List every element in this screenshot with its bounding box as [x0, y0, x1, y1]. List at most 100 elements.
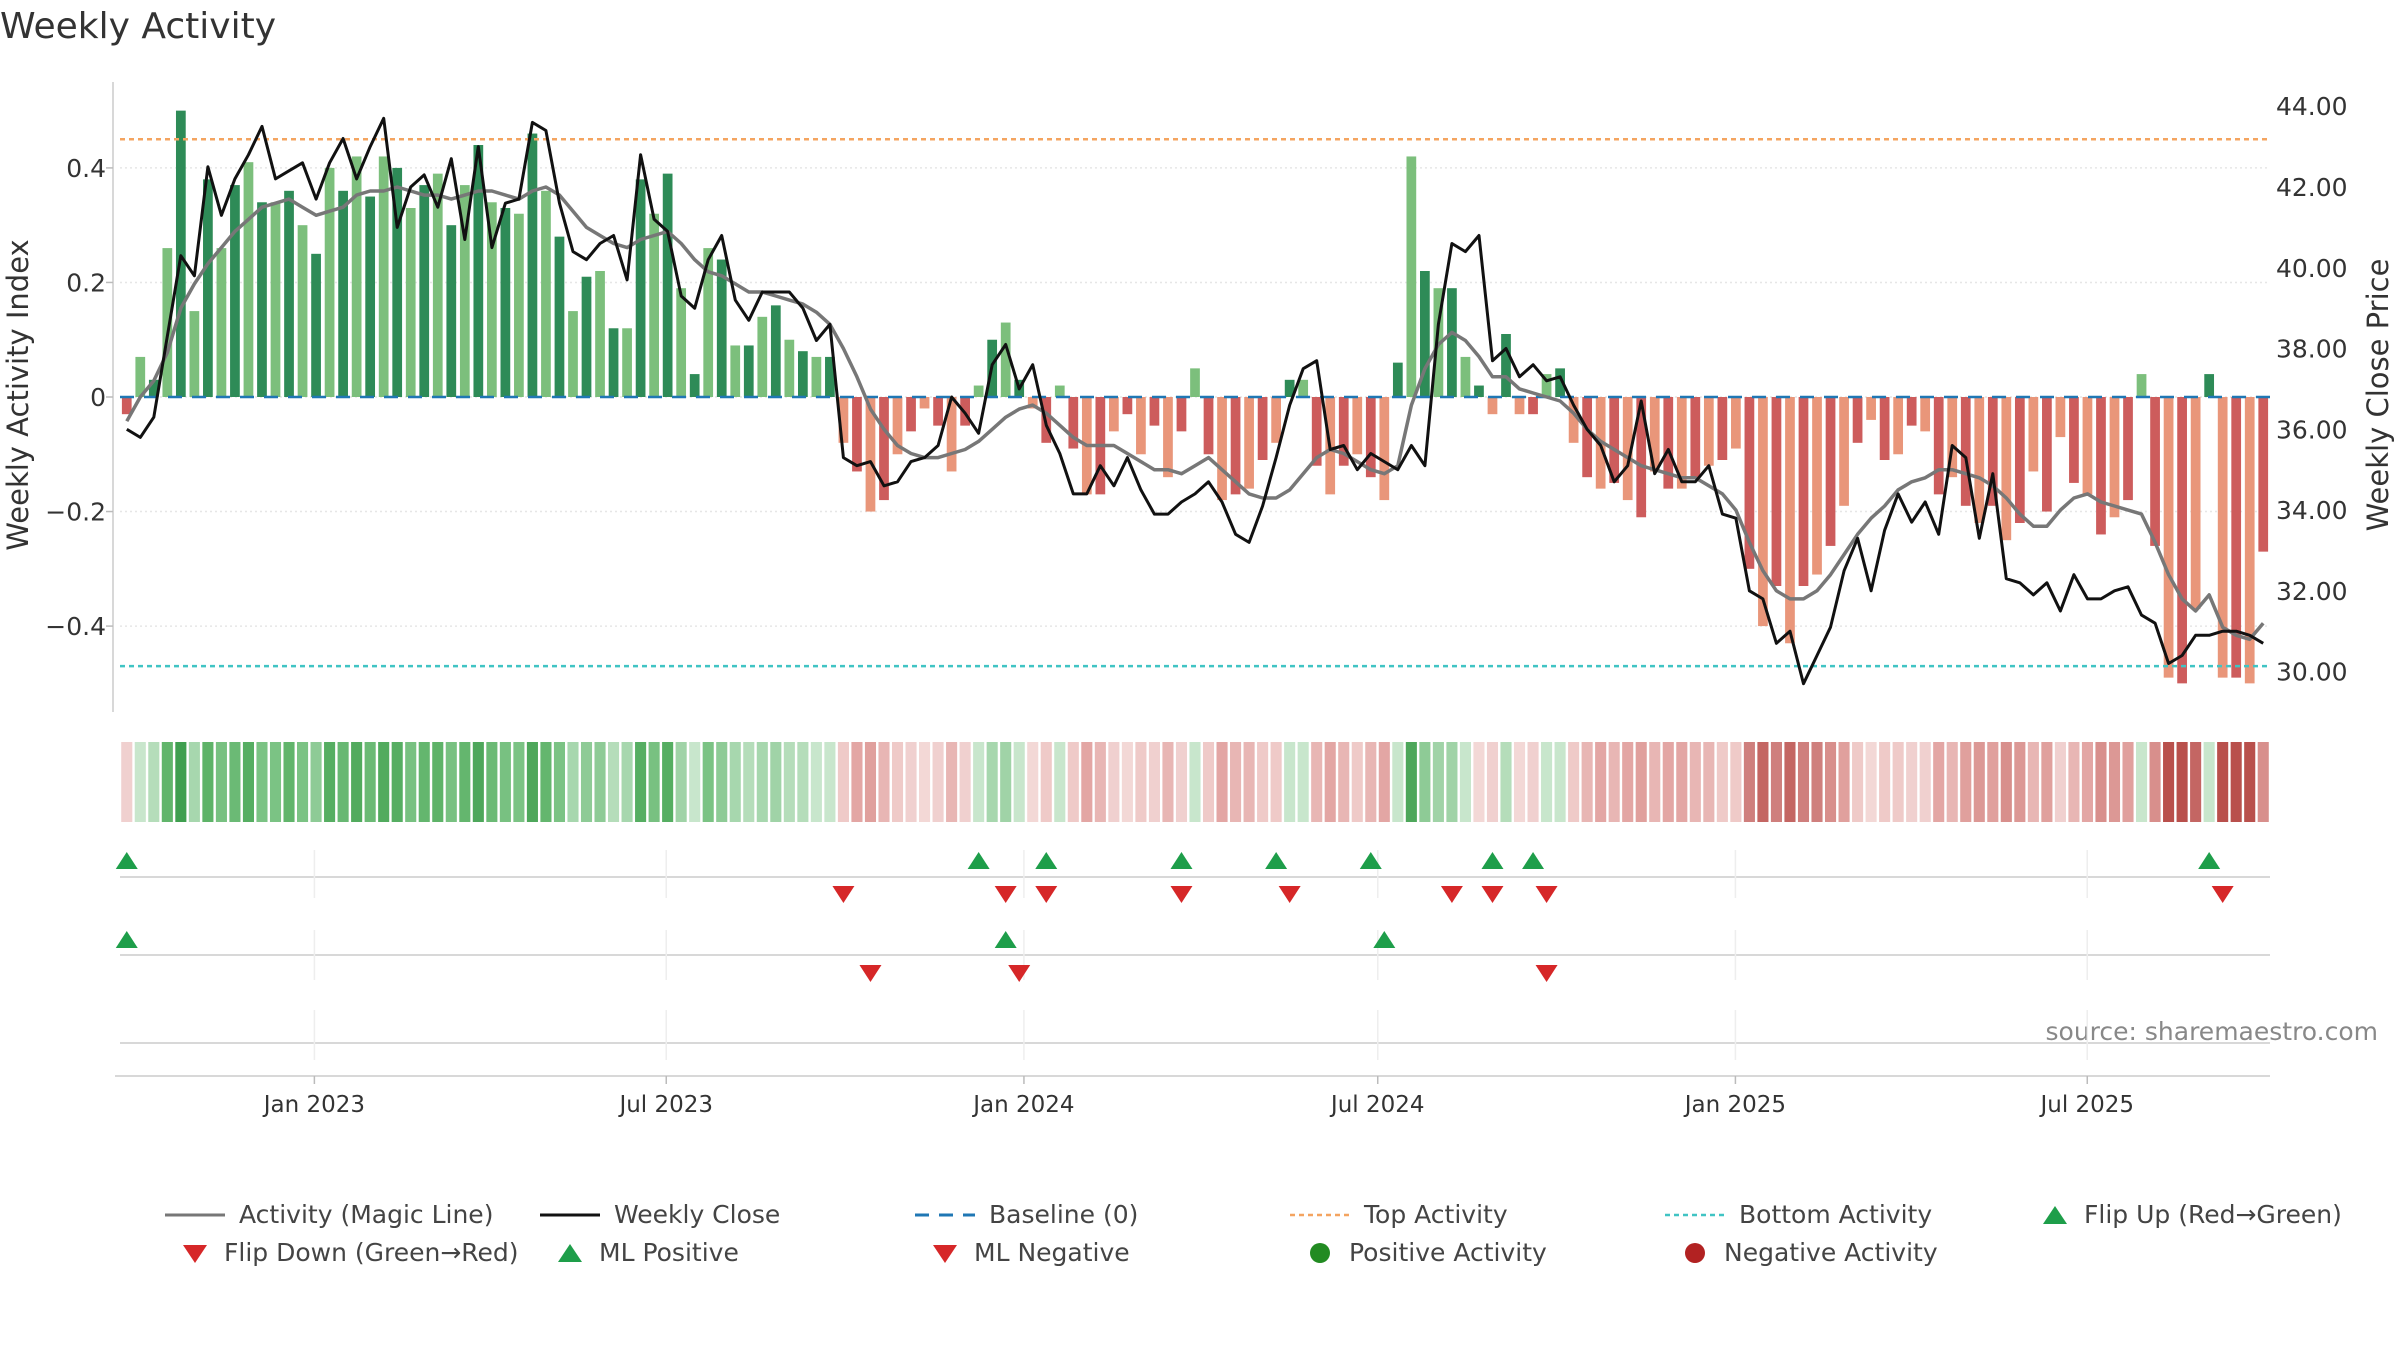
strip-cell [567, 742, 579, 822]
strip-cell [702, 742, 714, 822]
strip-cell [1432, 742, 1444, 822]
strip-cell [1541, 742, 1553, 822]
activity-bar [2123, 397, 2133, 501]
flip-down-marker [1170, 886, 1193, 903]
strip-cell [1757, 742, 1769, 822]
strip-cell [1148, 742, 1160, 822]
strip-cell [2054, 742, 2066, 822]
activity-bar [2231, 397, 2242, 678]
strip-cell [161, 742, 173, 822]
activity-bar [243, 162, 254, 397]
strip-cell [1365, 742, 1377, 822]
strip-cell [1987, 742, 1999, 822]
strip-cell [2108, 742, 2121, 822]
strip-cell [1297, 742, 1309, 822]
y2-tick-label: 30.00 [2276, 658, 2348, 687]
activity-bar [1528, 397, 1538, 415]
strip-cell [242, 742, 255, 822]
y-tick-label: 0.4 [66, 154, 106, 183]
source-label: source: sharemaestro.com [2046, 1017, 2379, 1046]
flip-down-marker [1035, 886, 1058, 903]
strip-cell [1852, 742, 1864, 822]
flip-up-marker [967, 852, 990, 869]
strip-cell [1770, 742, 1782, 822]
strip-cell [1933, 742, 1945, 822]
strip-cell [459, 742, 471, 822]
strip-cell [1000, 742, 1012, 822]
ml-positive-marker [994, 931, 1017, 948]
activity-bar [486, 202, 497, 397]
activity-bar [324, 167, 335, 397]
legend-item-bottom-activity: Bottom Activity [1665, 1200, 1932, 1229]
strip-cell [513, 742, 525, 822]
legend-label: Positive Activity [1349, 1238, 1547, 1267]
weekly-close-line [126, 116, 2264, 686]
strip-cell [1351, 742, 1363, 822]
activity-bar [1203, 397, 1214, 455]
activity-bar [1054, 385, 1065, 397]
activity-bar [906, 397, 916, 432]
strip-cell [851, 742, 863, 822]
activity-bar [162, 248, 173, 397]
activity-bar [1027, 397, 1038, 409]
activity-bar [1636, 397, 1647, 518]
activity-bar [608, 328, 619, 397]
strip-cell [770, 742, 782, 822]
strip-cell [2149, 742, 2161, 822]
activity-bar [554, 236, 565, 397]
strip-cell [756, 742, 768, 822]
flip-down-marker [1481, 886, 1504, 903]
legend-item-magic-line: Activity (Magic Line) [165, 1200, 493, 1229]
strip-cell [973, 742, 985, 822]
flip-down-marker [1440, 886, 1463, 903]
activity-bar [203, 179, 213, 397]
activity-bar [514, 213, 524, 397]
strip-cell [1094, 742, 1106, 822]
strip-cell [1378, 742, 1390, 822]
flip-up-marker [1481, 852, 1504, 869]
activity-bar [257, 202, 267, 397]
red-dot-icon [1680, 1241, 1710, 1265]
activity-bar [1798, 397, 1809, 586]
legend-item-top-activity: Top Activity [1290, 1200, 1508, 1229]
strip-cell [1067, 742, 1079, 822]
strip-cell [1662, 742, 1674, 822]
activity-bar [338, 190, 348, 397]
strip-cell [324, 742, 336, 822]
x-axis-ticks: Jan 2023 Jul 2023 Jan 2024 Jul 2024 Jan 2025… [262, 1076, 2134, 1118]
activity-bar [473, 145, 484, 397]
strip-cell [1284, 742, 1296, 822]
activity-bar [1947, 397, 1958, 478]
triangle-up-icon [555, 1241, 585, 1265]
strip-cell [188, 742, 200, 822]
strip-cell [689, 742, 701, 822]
activity-bar [919, 397, 930, 409]
activity-bar [2001, 397, 2012, 541]
activity-bar [1703, 397, 1714, 466]
activity-bar [148, 379, 159, 397]
activity-bar [1879, 397, 1890, 460]
activity-bar [1460, 356, 1471, 397]
activity-bar [1825, 397, 1836, 546]
activity-bar [797, 351, 808, 397]
y2-tick-label: 44.00 [2276, 92, 2348, 121]
activity-bar [1298, 379, 1309, 397]
activity-bar [1906, 397, 1917, 426]
strip-cell [1946, 742, 1958, 822]
activity-bar [1311, 397, 1322, 466]
activity-bar [2055, 397, 2066, 438]
activity-bar [405, 208, 416, 397]
flip-down-marker [2211, 886, 2234, 903]
strip-cell [864, 742, 877, 822]
strip-cell [269, 742, 282, 822]
activity-bar [2028, 397, 2039, 472]
activity-bar [2217, 397, 2228, 678]
strip-cell [797, 742, 809, 822]
activity-bar [1555, 368, 1565, 397]
strip-cell [364, 742, 376, 822]
activity-bar [1338, 397, 1349, 466]
activity-bar [716, 259, 727, 397]
strip-cell [445, 742, 457, 822]
activity-bar [365, 196, 376, 397]
